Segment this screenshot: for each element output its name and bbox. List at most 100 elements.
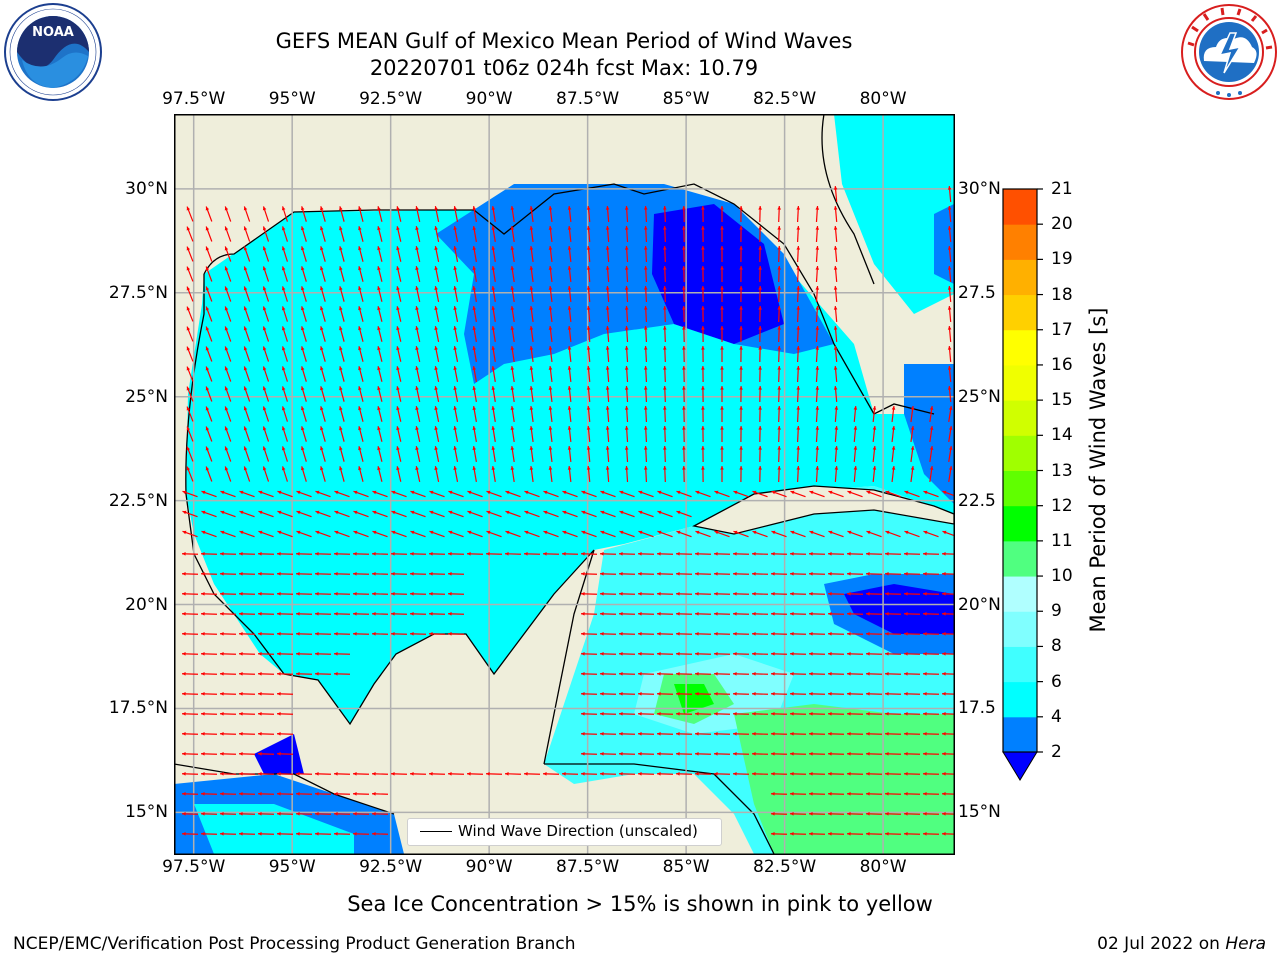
colorbar-tick-label: 6 <box>1051 671 1062 692</box>
wave-arrow-head <box>320 286 324 291</box>
wave-arrow-head <box>942 812 946 816</box>
wave-arrow-head <box>262 406 267 411</box>
wave-arrow-head <box>486 490 491 495</box>
wave-arrow-head <box>224 306 229 311</box>
wave-arrow-head <box>448 612 452 616</box>
wave-arrow-head <box>663 406 667 410</box>
wave-arrow-head <box>586 286 591 290</box>
wave-arrow-head <box>847 692 851 696</box>
wave-arrow-head <box>296 672 300 676</box>
wave-arrow-head <box>815 446 820 450</box>
wave-arrow-head <box>239 490 244 495</box>
map-legend: Wind Wave Direction (unscaled) <box>407 818 722 846</box>
wave-arrow-head <box>239 510 244 515</box>
wave-arrow-head <box>720 426 724 430</box>
wave-arrow-head <box>300 466 305 471</box>
wave-arrow-head <box>796 306 801 310</box>
wave-arrow-head <box>472 246 477 250</box>
wave-arrow-head <box>833 246 838 250</box>
wave-arrow-head <box>720 306 724 310</box>
wave-arrow-head <box>315 490 320 495</box>
wave-arrow-head <box>258 572 262 576</box>
wind-wave-arrows <box>181 185 954 836</box>
wave-arrow-head <box>581 490 586 495</box>
wave-arrow-head <box>277 732 281 736</box>
wave-arrow-head <box>847 792 851 796</box>
wave-arrow-head <box>201 812 205 816</box>
wave-arrow-head <box>372 592 376 596</box>
wave-arrow-head <box>828 632 832 636</box>
wave-arrow-head <box>353 530 358 535</box>
wave-arrow-head <box>866 632 870 636</box>
wave-arrow-head <box>239 792 243 796</box>
wave-arrow-head <box>239 752 243 756</box>
wave-arrow-head <box>182 592 186 596</box>
wave-arrow-head <box>701 246 705 250</box>
wave-arrow-head <box>296 572 300 576</box>
wave-arrow-head <box>796 366 801 370</box>
wave-arrow-head <box>300 266 305 271</box>
wave-arrow-head <box>866 752 870 756</box>
wave-arrow-head <box>942 652 946 656</box>
wave-arrow-head <box>258 732 262 736</box>
wave-arrow-head <box>186 406 191 411</box>
wave-arrow-head <box>186 246 191 251</box>
wave-arrow-head <box>739 226 743 230</box>
wave-arrow-head <box>472 406 477 410</box>
wave-arrow-head <box>657 692 661 696</box>
wave-arrow-head <box>205 366 210 371</box>
wave-arrow-head <box>372 632 376 636</box>
wave-arrow-head <box>201 592 205 596</box>
wave-arrow-head <box>619 530 624 535</box>
wave-arrow-head <box>809 490 814 495</box>
wave-arrow-head <box>828 832 832 836</box>
map-gridlines <box>174 114 954 854</box>
wave-arrow-head <box>809 632 813 636</box>
wave-arrow-head <box>377 266 381 271</box>
wave-arrow-head <box>239 612 243 616</box>
wave-arrow-head <box>491 286 496 290</box>
wave-arrow-head <box>682 406 686 410</box>
wave-arrow-head <box>942 632 946 636</box>
wave-arrow-head <box>885 490 890 495</box>
wave-arrow-head <box>448 772 452 776</box>
nws-logo <box>1181 4 1277 100</box>
wave-arrow-head <box>281 226 286 231</box>
sea-ice-note: Sea Ice Concentration > 15% is shown in … <box>347 892 933 916</box>
wave-arrow-head <box>796 226 801 230</box>
wave-arrow-head <box>790 692 794 696</box>
wave-arrow-head <box>682 286 686 290</box>
wave-arrow-head <box>771 712 775 716</box>
wave-arrow-head <box>220 632 224 636</box>
wave-arrow-head <box>777 346 781 350</box>
wave-arrow-head <box>948 406 953 410</box>
wave-arrow-head <box>491 246 496 250</box>
wave-arrow-head <box>201 490 206 495</box>
wave-arrow-head <box>320 386 324 391</box>
wave-arrow-head <box>643 426 648 430</box>
wave-arrow-head <box>777 286 781 290</box>
wave-arrow-head <box>296 612 300 616</box>
wave-arrow-head <box>258 712 262 716</box>
wave-arrow-head <box>676 692 680 696</box>
wave-arrow-head <box>315 632 319 636</box>
wave-arrow-head <box>410 530 415 535</box>
wave-arrow-head <box>510 406 515 410</box>
wave-arrow-head <box>505 490 510 495</box>
wave-arrow-head <box>624 426 629 430</box>
wave-arrow-head <box>377 366 381 371</box>
wave-arrow-head <box>947 186 952 190</box>
wave-arrow-head <box>505 510 510 515</box>
wave-arrow-head <box>866 490 871 495</box>
wave-arrow-head <box>733 732 737 736</box>
wave-arrow-head <box>947 286 952 290</box>
wave-arrow-head <box>448 530 453 535</box>
wave-arrow-head <box>281 426 286 431</box>
wave-arrow-head <box>453 426 457 430</box>
wave-arrow-head <box>833 226 838 230</box>
wave-arrow-head <box>847 612 851 616</box>
wave-arrow-head <box>281 286 286 291</box>
wave-arrow-head <box>529 406 534 410</box>
wave-arrow-head <box>676 572 680 576</box>
wave-arrow-head <box>828 812 832 816</box>
